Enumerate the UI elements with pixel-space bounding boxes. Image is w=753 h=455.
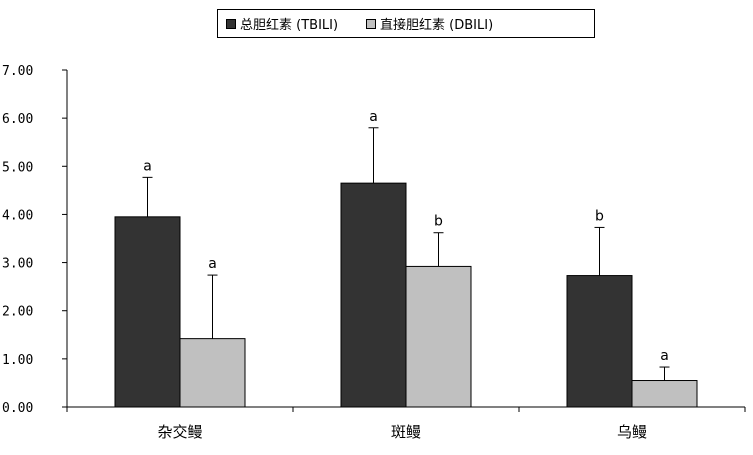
legend-swatch-tbili: [226, 18, 236, 29]
legend-item-tbili: 总胆红素 (TBILI): [226, 14, 338, 33]
significance-label: a: [369, 109, 378, 125]
y-tick-label: 0.00: [2, 401, 33, 416]
bar-tbili: [114, 216, 181, 408]
x-category-label: 乌鳗: [617, 423, 647, 441]
bar-dbili: [405, 265, 472, 408]
legend-swatch-dbili: [366, 18, 377, 29]
y-tick-label: 7.00: [2, 64, 33, 79]
legend-label-dbili: 直接胆红素 (DBILI): [380, 18, 494, 33]
bar-tbili: [340, 182, 407, 408]
significance-label: b: [595, 208, 604, 224]
significance-label: a: [660, 348, 669, 364]
y-tick-label: 2.00: [2, 305, 33, 320]
y-tick-label: 5.00: [2, 160, 33, 175]
bar-dbili: [631, 380, 698, 408]
y-tick-label: 1.00: [2, 353, 33, 368]
bar-dbili: [179, 338, 246, 408]
y-tick-label: 6.00: [2, 112, 33, 127]
legend-label-tbili: 总胆红素 (TBILI): [240, 18, 339, 33]
significance-label: a: [208, 256, 217, 272]
chart-legend: 总胆红素 (TBILI) 直接胆红素 (DBILI): [217, 9, 595, 38]
y-tick-label: 3.00: [2, 257, 33, 272]
x-category-label: 杂交鳗: [157, 423, 202, 441]
significance-label: a: [143, 158, 152, 174]
x-category-label: 斑鳗: [391, 423, 421, 441]
legend-item-dbili: 直接胆红素 (DBILI): [366, 14, 493, 33]
y-tick-label: 4.00: [2, 208, 33, 223]
bar-tbili: [566, 275, 633, 408]
significance-label: b: [434, 214, 443, 230]
